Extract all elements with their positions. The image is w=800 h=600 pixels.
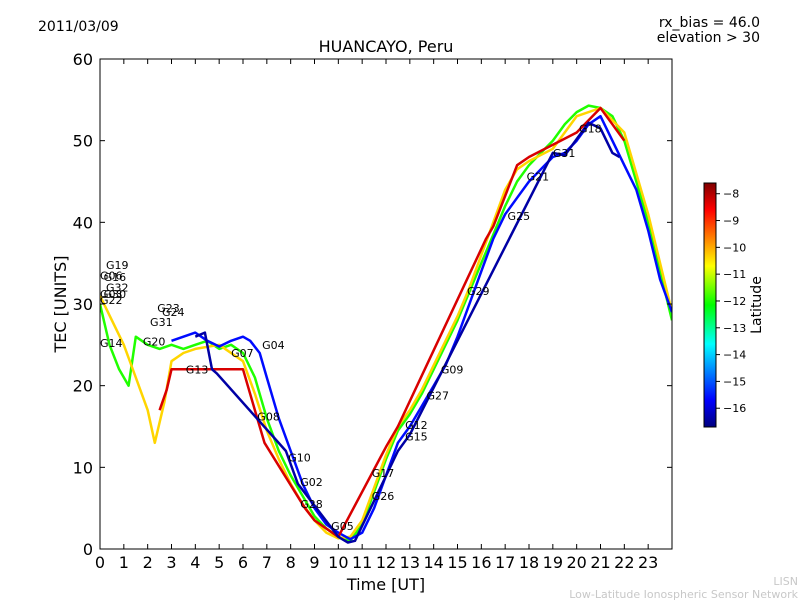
satellite-label-g27: G27 — [427, 389, 450, 402]
x-tick-label: 19 — [543, 553, 563, 572]
x-tick-label: 11 — [352, 553, 372, 572]
y-tick-label: 30 — [73, 295, 93, 314]
x-tick-label: 21 — [590, 553, 610, 572]
x-tick-label: 5 — [214, 553, 224, 572]
satellite-label-g13: G13 — [186, 363, 209, 376]
rx-bias-label: rx_bias = 46.0 — [659, 15, 760, 31]
satellite-label-g14: G14 — [100, 337, 123, 350]
y-tick-label: 20 — [73, 377, 93, 396]
colorbar-ticks: −8 −9 −10 −11 −12 −13 −14 −15 −16 — [716, 188, 746, 415]
satellite-label-g05: G05 — [331, 520, 354, 533]
x-tick-label: 14 — [423, 553, 443, 572]
satellite-label-g07: G07 — [231, 347, 254, 360]
y-tick-label: 0 — [83, 540, 93, 559]
colorbar-tick-label: −10 — [723, 241, 746, 254]
satellite-label-g08: G08 — [257, 411, 280, 424]
x-tick-label: 1 — [119, 553, 129, 572]
x-tick-label: 15 — [447, 553, 467, 572]
satellite-label-g16: G16 — [104, 271, 127, 284]
satellite-label-g03: G03 — [100, 288, 123, 301]
x-tick-label: 23 — [638, 553, 658, 572]
y-tick-label: 40 — [73, 213, 93, 232]
satellite-label-g24: G24 — [162, 306, 185, 319]
x-tick-label: 12 — [376, 553, 396, 572]
y-axis-ticks: 0 10 20 30 40 50 60 — [73, 50, 672, 559]
satellite-label-g31: G31 — [553, 147, 576, 160]
satellite-label-g32: G32 — [106, 282, 129, 295]
y-axis-label: TEC [UNITS] — [51, 256, 70, 354]
x-tick-label: 17 — [495, 553, 515, 572]
x-tick-label: 8 — [286, 553, 296, 572]
colorbar-tick-label: −15 — [723, 375, 746, 388]
y-tick-label: 10 — [73, 458, 93, 477]
colorbar-label: Latitude — [749, 276, 765, 334]
x-tick-label: 18 — [519, 553, 539, 572]
colorbar — [703, 182, 717, 428]
colorbar-tick-label: −9 — [723, 215, 739, 228]
satellite-label-g09: G09 — [441, 363, 464, 376]
x-axis-label: Time [UT] — [346, 575, 425, 594]
satellite-label-g28: G28 — [300, 498, 323, 511]
satellite-label-g06: G06 — [100, 269, 123, 282]
satellite-label-g23: G23 — [157, 302, 180, 315]
x-tick-label: 0 — [95, 553, 105, 572]
x-tick-label: 20 — [566, 553, 586, 572]
colorbar-tick-label: −12 — [723, 295, 746, 308]
elevation-label: elevation > 30 — [657, 30, 760, 46]
x-axis-ticks: 0 1 2 3 4 5 6 7 8 9 10 11 12 13 14 15 16 17 18 19 20 21 22 23 — [95, 59, 658, 572]
satellite-label-g20: G20 — [143, 336, 166, 349]
x-tick-label: 22 — [614, 553, 634, 572]
colorbar-tick-label: −16 — [723, 402, 746, 415]
y-tick-label: 50 — [73, 132, 93, 151]
satellite-label-g26: G26 — [372, 490, 395, 503]
x-tick-label: 6 — [238, 553, 248, 572]
series-line-main-trend-green — [100, 104, 672, 543]
satellite-label-g21: G21 — [527, 171, 550, 184]
x-tick-label: 4 — [190, 553, 200, 572]
series-layer — [100, 104, 672, 544]
chart-title: HUANCAYO, Peru — [319, 37, 454, 56]
colorbar-tick-label: −14 — [723, 349, 746, 362]
satellite-label-g19: G19 — [106, 259, 129, 272]
satellite-label-g10: G10 — [288, 452, 311, 465]
satellite-label-g02: G02 — [300, 476, 323, 489]
satellite-label-g18: G18 — [579, 122, 602, 135]
date-label: 2011/03/09 — [38, 19, 119, 35]
satellite-label-g31: G31 — [150, 316, 173, 329]
x-tick-label: 13 — [400, 553, 420, 572]
x-tick-label: 9 — [309, 553, 319, 572]
x-tick-label: 16 — [471, 553, 491, 572]
colorbar-tick-label: −8 — [723, 188, 739, 201]
satellite-label-g25: G25 — [508, 210, 531, 223]
satellite-label-g22: G22 — [100, 294, 123, 307]
x-tick-label: 10 — [328, 553, 348, 572]
satellite-label-g04: G04 — [262, 339, 285, 352]
series-line-trend-darkblue — [194, 121, 621, 544]
satellite-label-g15: G15 — [405, 430, 428, 443]
colorbar-tick-label: −13 — [723, 322, 746, 335]
watermark-lisn: LISN — [773, 575, 798, 588]
satellite-label-g12: G12 — [405, 419, 428, 432]
x-tick-label: 3 — [166, 553, 176, 572]
watermark-network: Low-Latitude Ionospheric Sensor Network — [569, 588, 798, 600]
series-line-trend-red — [158, 106, 626, 539]
satellite-label-g30: G30 — [104, 288, 127, 301]
x-tick-label: 2 — [143, 553, 153, 572]
series-line-trend-yellow — [100, 106, 672, 540]
y-tick-label: 60 — [73, 50, 93, 69]
satellite-label-g29: G29 — [467, 285, 490, 298]
satellite-label-g17: G17 — [372, 467, 395, 480]
colorbar-tick-label: −11 — [723, 268, 746, 281]
x-tick-label: 7 — [262, 553, 272, 572]
